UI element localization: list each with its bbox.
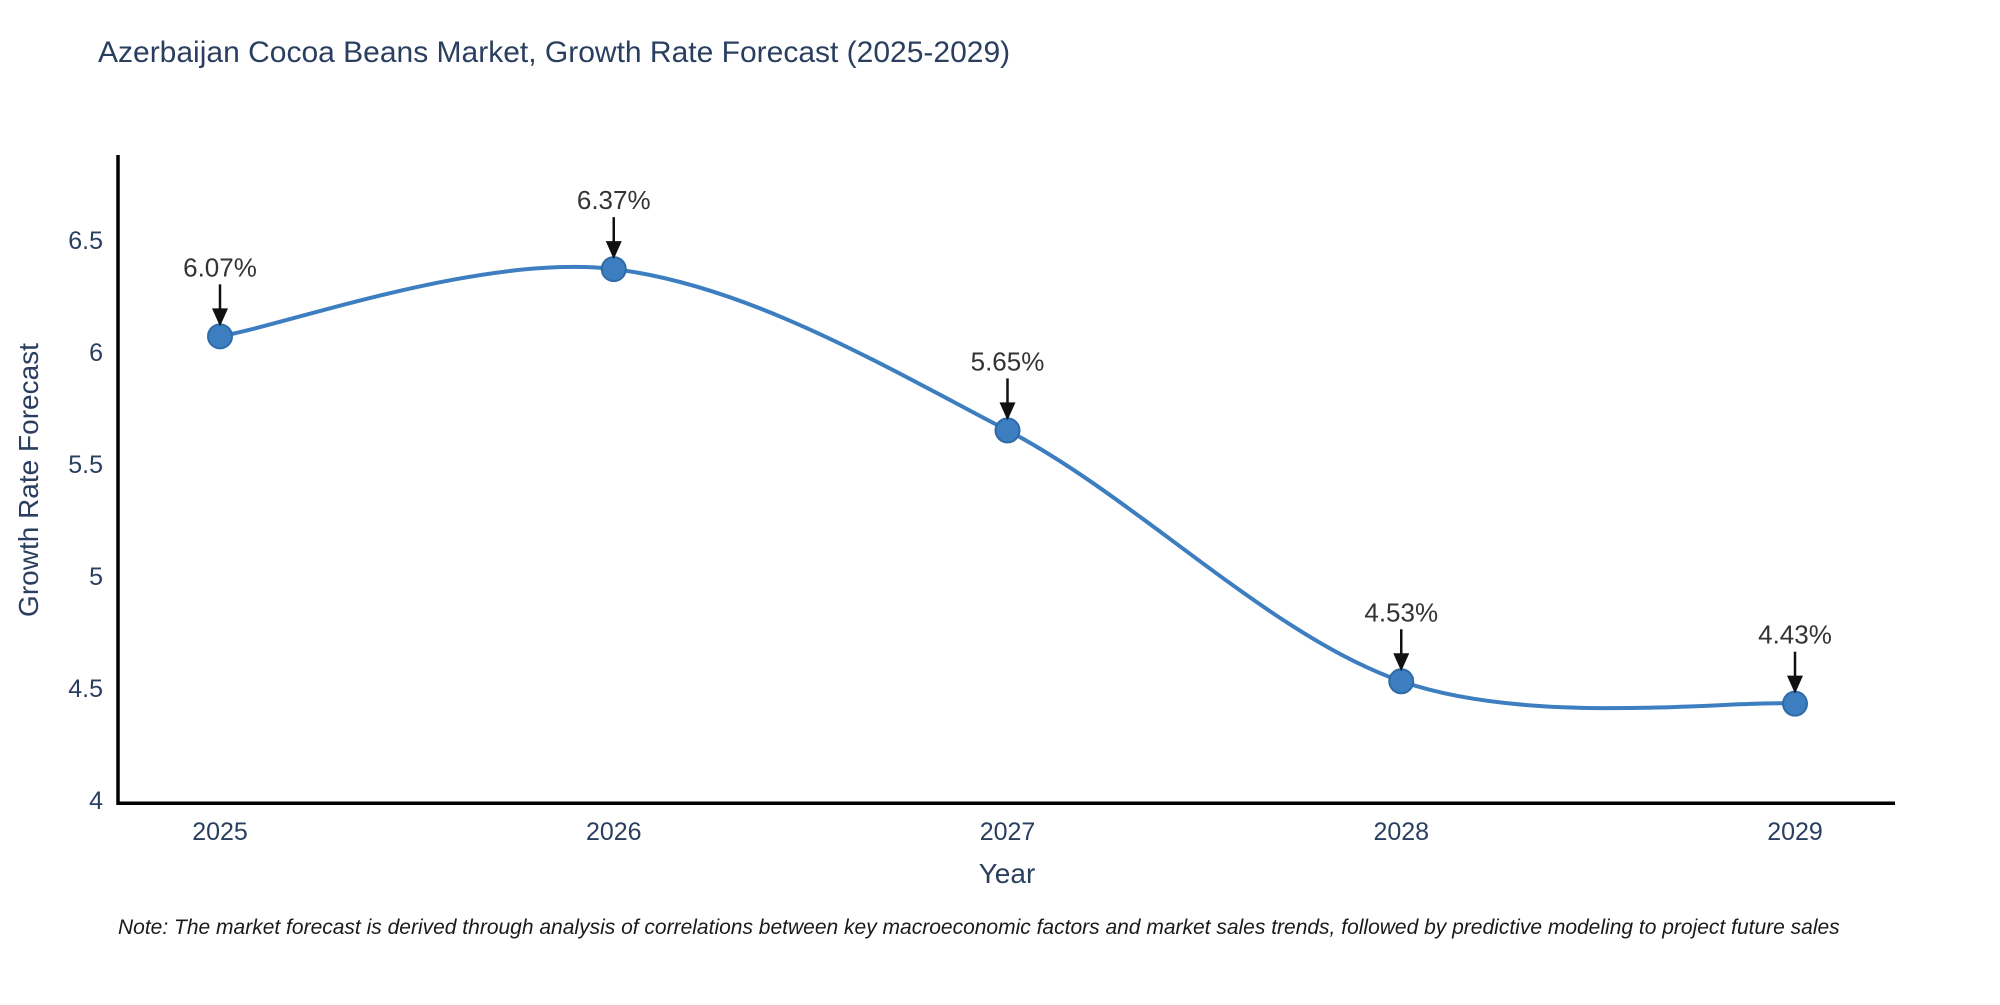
x-tick-label: 2028: [1373, 818, 1429, 846]
annotation-arrow-head: [999, 402, 1016, 421]
x-tick-label: 2026: [586, 818, 642, 846]
point-value-label: 6.37%: [577, 185, 651, 215]
point-value-label: 4.53%: [1364, 597, 1438, 627]
y-tick-label: 4: [89, 787, 103, 815]
annotation-arrow-head: [605, 241, 622, 260]
y-tick-label: 6.5: [68, 227, 103, 255]
axis-lines: [116, 155, 1895, 805]
data-point: [207, 323, 233, 350]
data-point: [1782, 690, 1808, 717]
data-point: [994, 417, 1021, 444]
data-point: [1388, 668, 1415, 695]
forecast-line: [218, 264, 1797, 711]
point-value-label: 5.65%: [971, 346, 1045, 376]
chart-title: Azerbaijan Cocoa Beans Market, Growth Ra…: [98, 36, 1011, 69]
y-axis-title: Growth Rate Forecast: [13, 343, 44, 617]
x-tick-label: 2025: [192, 818, 248, 846]
y-tick-label: 5: [89, 563, 103, 591]
y-tick-label: 5.5: [68, 451, 103, 479]
chart-footnote: Note: The market forecast is derived thr…: [118, 916, 1840, 939]
x-tick-label: 2029: [1767, 818, 1823, 846]
x-tick-label: 2027: [980, 818, 1036, 846]
point-value-label: 4.43%: [1758, 620, 1832, 650]
annotation-arrow-head: [212, 308, 228, 327]
x-axis-title: Year: [978, 858, 1036, 889]
annotation-arrow-head: [1787, 675, 1803, 694]
annotation-arrow-head: [1393, 653, 1410, 672]
data-point: [600, 256, 627, 283]
y-tick-label: 4.5: [68, 675, 103, 703]
y-tick-label: 6: [89, 339, 103, 367]
point-value-label: 6.07%: [183, 252, 257, 282]
